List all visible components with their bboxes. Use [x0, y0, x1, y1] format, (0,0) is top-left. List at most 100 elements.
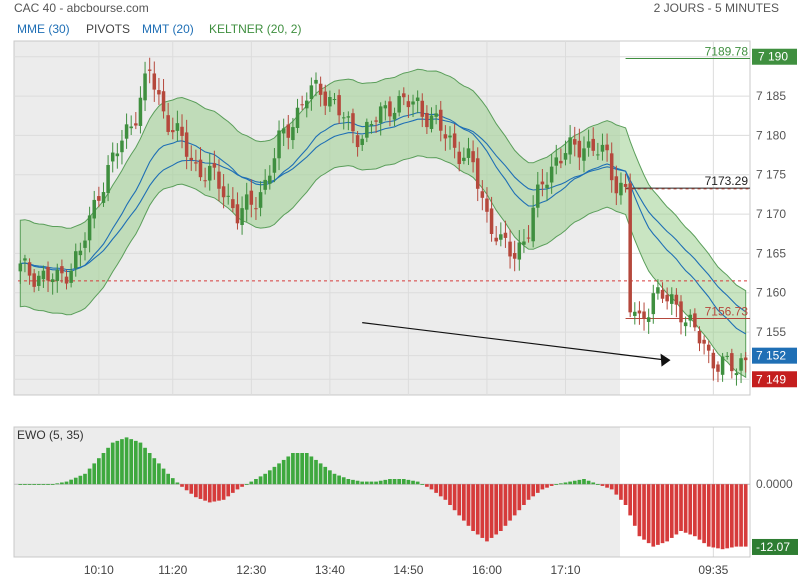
ewo-bar [420, 484, 425, 485]
ewo-bar [563, 482, 568, 485]
candle-body [184, 132, 189, 157]
candle-body [55, 269, 60, 281]
ewo-bar [466, 484, 471, 526]
candle-body [27, 262, 32, 276]
ewo-bar [429, 484, 434, 490]
candle-body [240, 208, 244, 226]
ewo-bar [642, 484, 646, 540]
ewo-bar [559, 483, 563, 485]
candle-body [614, 176, 619, 194]
candle-body [147, 69, 152, 71]
ewo-bar [637, 484, 642, 537]
candle-body [360, 138, 364, 145]
candle-body [480, 191, 485, 198]
ewo-bar [309, 456, 314, 485]
ewo-bar [508, 484, 512, 521]
candle-body [355, 135, 360, 148]
candle-body [346, 116, 351, 118]
ewo-bar [46, 484, 50, 485]
candle-body [674, 294, 679, 305]
candle-body [337, 95, 341, 116]
ewo-bar [221, 484, 226, 500]
period-label[interactable]: 2 JOURS - 5 MINUTES [653, 1, 779, 15]
ewo-bar [411, 480, 415, 485]
candle-body [739, 358, 743, 371]
candle-body [263, 179, 267, 190]
candle-body [120, 140, 124, 153]
candle-body [73, 251, 78, 269]
ewo-bar [739, 484, 743, 547]
ewo-bar [591, 482, 596, 485]
indicator-0[interactable]: MME (30) [17, 22, 70, 36]
candle-body [175, 123, 180, 131]
candle-body [203, 180, 207, 182]
ewo-bar [198, 484, 203, 499]
ewo-bar [656, 484, 660, 545]
indicator-2[interactable]: MMT (20) [142, 22, 194, 36]
ewo-bar [669, 484, 674, 538]
ewo-bar [522, 484, 526, 505]
candle-body [554, 157, 559, 166]
candle-body [97, 196, 101, 201]
ewo-bar [605, 484, 609, 488]
candle-body [374, 120, 378, 122]
ewo-bar [240, 484, 244, 487]
ewo-bar [582, 479, 586, 485]
ewo-bar [226, 484, 231, 497]
candle-body [235, 204, 240, 224]
ewo-bar [281, 459, 286, 485]
ewo-bar [438, 484, 443, 497]
ewo-bar [50, 484, 55, 485]
ewo-bar [475, 484, 480, 535]
indicator-1[interactable]: PIVOTS [86, 22, 131, 36]
ewo-bar [124, 437, 129, 485]
ewo-bar [665, 484, 669, 542]
ewo-bar [328, 470, 332, 485]
ewo-bars [18, 437, 748, 550]
candle-body [628, 183, 632, 313]
candle-body [365, 121, 369, 138]
ewo-bar [351, 479, 355, 485]
ewo-bar [286, 456, 291, 485]
ewo-bar [258, 476, 263, 485]
ewo-bar [503, 484, 508, 526]
ewo-bar [323, 466, 328, 485]
ewo-bar [545, 484, 549, 488]
candle-body [305, 100, 309, 109]
last-price-badge [752, 347, 797, 364]
candle-body [471, 151, 475, 163]
candle-body [134, 123, 138, 126]
candle-body [388, 101, 392, 117]
ewo-bar [69, 479, 73, 485]
ewo-bar [184, 484, 189, 491]
ewo-bar [586, 480, 591, 485]
ewo-bar [614, 484, 619, 495]
candle-body [429, 115, 434, 129]
candle-body [494, 237, 498, 242]
ewo-bar [152, 458, 157, 485]
ewo-bar [230, 484, 235, 493]
ewo-bar [531, 484, 536, 497]
candle-body [23, 258, 27, 261]
ewo-bar [161, 468, 166, 485]
ewo-bar [166, 473, 171, 485]
candle-body [397, 95, 401, 113]
ewo-bar [73, 477, 78, 485]
candle-body [605, 144, 609, 151]
candle-body [217, 171, 221, 189]
ewo-bar [448, 484, 452, 505]
x-axis: 10:10 11:20 12:30 13:40 14:50 16:00 17:10 09:35 [84, 563, 729, 577]
candle-body [434, 113, 438, 117]
ewo-bar [300, 453, 304, 485]
ewo-bar [623, 484, 628, 505]
ewo-bar [337, 475, 341, 485]
ewo-bar [729, 484, 734, 548]
candle-body [194, 162, 198, 164]
ewo-bar [480, 484, 485, 538]
ewo-bar [272, 466, 277, 485]
ewo-bar [314, 459, 318, 485]
ewo-bar [489, 484, 494, 538]
indicator-3[interactable]: KELTNER (20, 2) [209, 22, 302, 36]
ewo-bar [304, 453, 309, 485]
ewo-panel-frame [13, 426, 751, 558]
